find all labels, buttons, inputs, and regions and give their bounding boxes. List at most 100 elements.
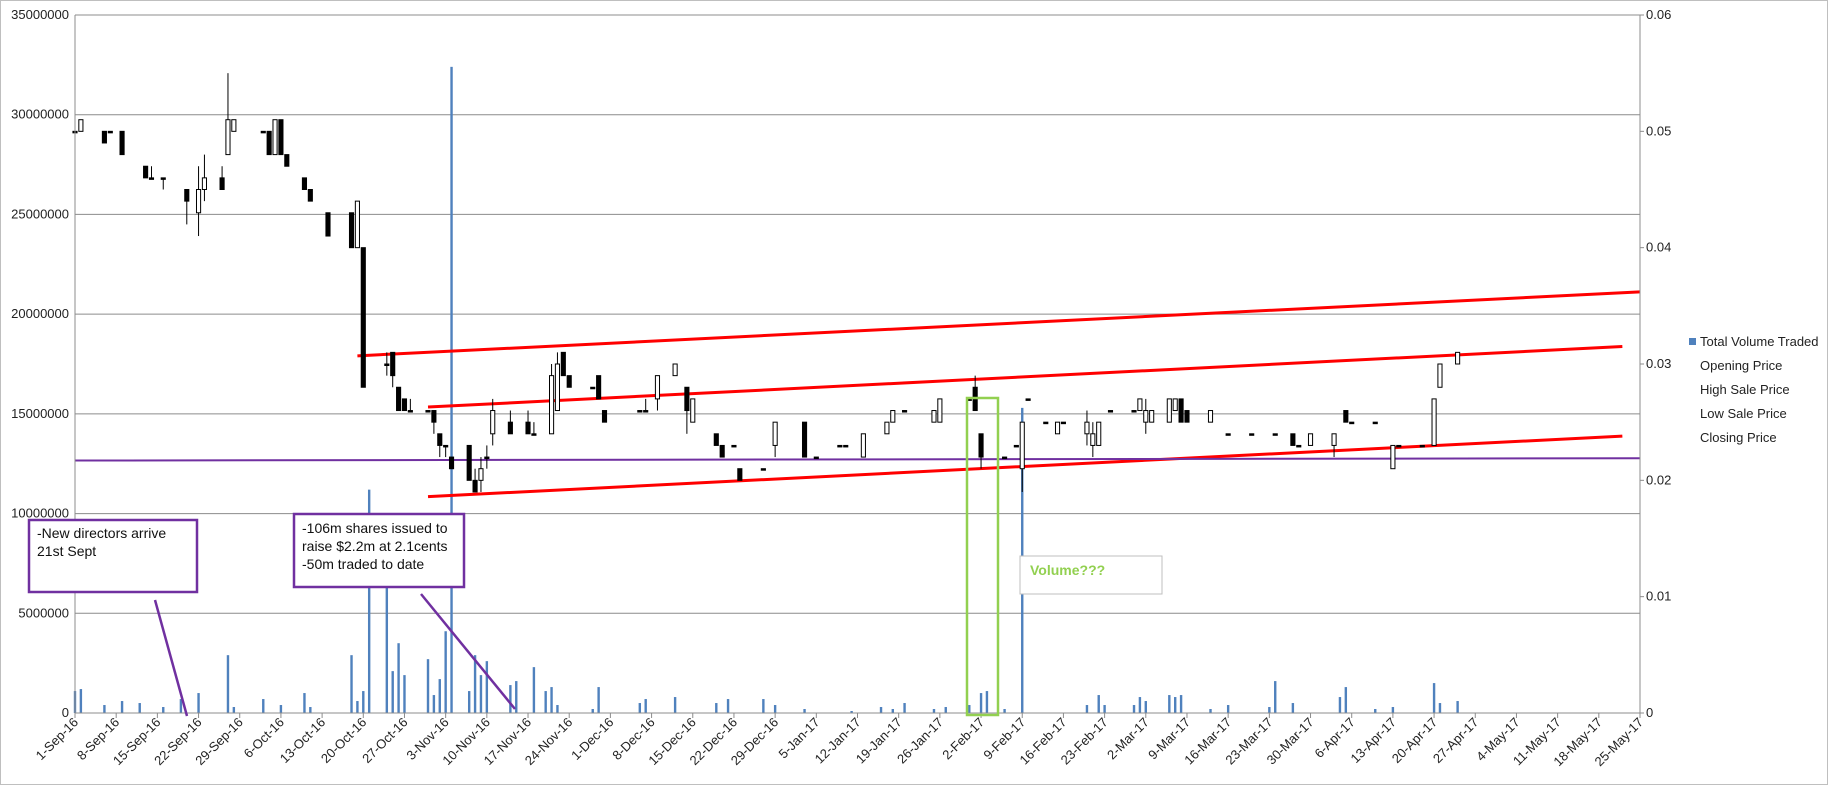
- volume-bar: [356, 701, 359, 713]
- volume-bar: [1179, 695, 1183, 713]
- shares-line-3: -50m traded to date: [302, 556, 424, 572]
- candle-body: [1437, 363, 1443, 388]
- candle-body: [1390, 444, 1396, 470]
- volume-bar: [1132, 705, 1136, 713]
- shares-line-2: raise $2.2m at 2.1cents: [302, 538, 448, 554]
- volume-bar: [473, 655, 477, 713]
- candle: [431, 410, 437, 434]
- candle: [1178, 398, 1184, 423]
- candle: [284, 154, 290, 167]
- volume-bar: [303, 693, 306, 713]
- directors-line-2: 21st Sept: [37, 543, 96, 559]
- candle: [195, 166, 202, 237]
- candle-body: [1025, 398, 1031, 401]
- volume-bar: [1291, 703, 1295, 713]
- candle: [390, 351, 396, 388]
- volume-bar: [1085, 705, 1089, 713]
- candle: [1166, 398, 1172, 423]
- candle: [472, 468, 478, 493]
- candle: [1019, 421, 1025, 492]
- candle: [1372, 421, 1378, 425]
- volume-bar: [1097, 695, 1100, 713]
- right-tick-label: 0.04: [1646, 240, 1671, 255]
- candle-body: [672, 363, 678, 377]
- candle: [554, 352, 561, 412]
- candle: [1225, 433, 1231, 436]
- candle: [1249, 433, 1255, 436]
- volume-bar: [162, 707, 165, 713]
- candle: [531, 422, 537, 436]
- candle: [490, 398, 496, 446]
- candle-body: [466, 444, 472, 481]
- candle: [1043, 421, 1049, 425]
- candle: [566, 375, 572, 388]
- volume-bar: [103, 705, 106, 713]
- shares-arrow: [420, 593, 516, 710]
- candle: [772, 421, 778, 458]
- candle: [731, 444, 737, 448]
- candle: [78, 119, 84, 132]
- right-tick-label: 0.01: [1646, 589, 1671, 604]
- candle-body: [484, 456, 490, 460]
- candle: [184, 189, 190, 225]
- candle-body: [554, 363, 561, 412]
- volume-bar: [944, 707, 947, 713]
- volume-bar: [1374, 709, 1377, 713]
- legend-swatch-volume: [1689, 338, 1696, 345]
- volume-bar: [138, 703, 141, 713]
- volume-bar: [1103, 705, 1106, 713]
- volume-bar: [403, 675, 406, 713]
- candle: [160, 177, 166, 190]
- candle-body: [843, 444, 849, 448]
- candle-body: [101, 130, 107, 144]
- directors-arrow: [153, 599, 189, 717]
- candle-body: [437, 433, 443, 446]
- left-tick-label: 25000000: [11, 206, 69, 221]
- candle-body: [307, 189, 313, 202]
- shares-line-1: -106m shares issued to: [302, 520, 448, 536]
- candle: [396, 386, 402, 412]
- volume-highlight-box: [965, 396, 1000, 717]
- candle: [1143, 398, 1149, 434]
- candle-body: [525, 421, 531, 435]
- candle: [1396, 444, 1402, 448]
- candle: [354, 200, 360, 249]
- support-line: [74, 457, 1641, 462]
- candle-body: [231, 119, 237, 132]
- candle-body: [1043, 421, 1049, 425]
- candle: [1131, 410, 1137, 413]
- candle-body: [1249, 433, 1255, 436]
- candle-body: [160, 177, 166, 180]
- volume-bar: [803, 709, 806, 713]
- candle: [1290, 433, 1296, 446]
- volume-bar: [197, 693, 200, 713]
- candle: [201, 154, 207, 202]
- volume-bar: [1138, 697, 1142, 713]
- legend-entry: Opening Price: [1700, 358, 1782, 373]
- volume-bar: [479, 675, 483, 713]
- volume-bar: [309, 707, 312, 713]
- candle-body: [596, 375, 602, 400]
- candle: [1054, 421, 1061, 435]
- candle: [637, 410, 643, 413]
- volume-bar: [1003, 709, 1006, 713]
- candle-body: [1290, 433, 1296, 446]
- shares-callout: -106m shares issued to raise $2.2m at 2.…: [292, 512, 516, 710]
- candle: [860, 433, 866, 458]
- candle-body: [1184, 410, 1190, 423]
- candle: [325, 212, 331, 237]
- candle-body: [272, 119, 278, 156]
- candle: [1172, 398, 1178, 412]
- candle: [525, 410, 531, 435]
- candle-body: [654, 375, 661, 400]
- directors-box: [27, 518, 199, 594]
- candle: [266, 130, 272, 156]
- candle-body: [478, 468, 484, 481]
- volume-note: Volume???: [1019, 555, 1163, 595]
- candle: [272, 119, 278, 156]
- candle: [596, 375, 602, 400]
- candle-body: [301, 177, 308, 191]
- volume-bar: [450, 66, 453, 713]
